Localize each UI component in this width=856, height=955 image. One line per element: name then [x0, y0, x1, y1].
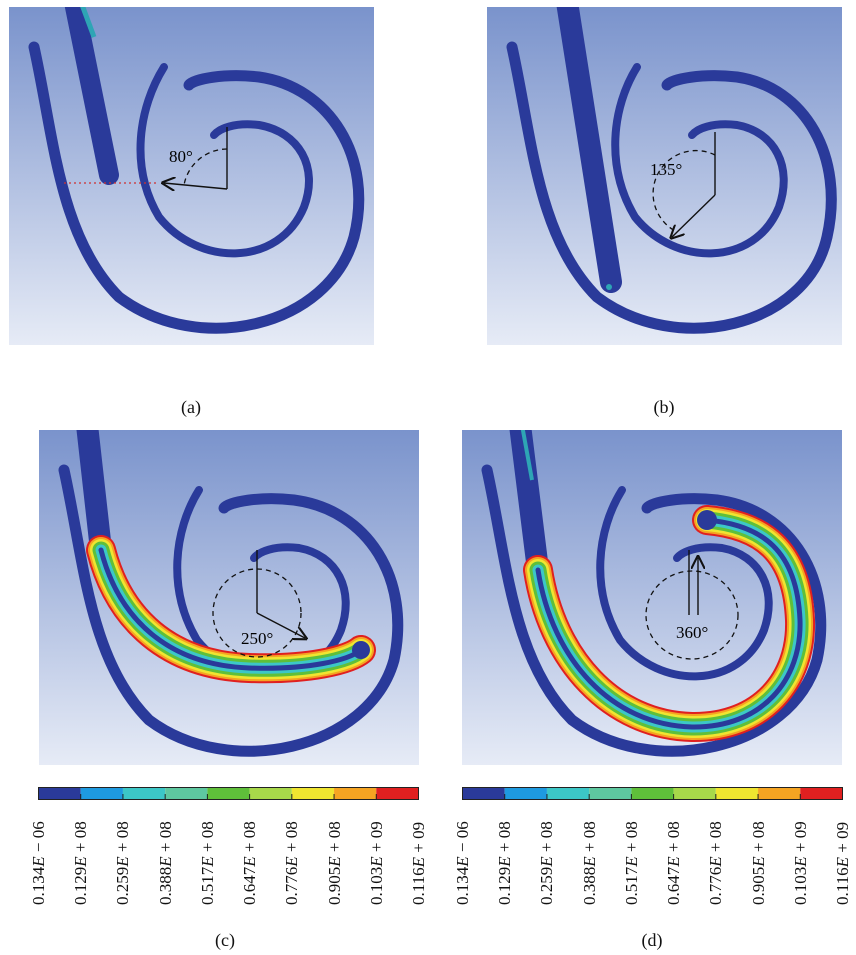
- colorbar-swatch: [631, 787, 674, 800]
- colorbar-swatch: [38, 787, 81, 800]
- colorbar-swatch: [715, 787, 759, 800]
- colorbar-swatch: [546, 787, 590, 800]
- colorbar-tick-label: 0.259E + 08: [537, 821, 557, 905]
- panel-d: 360°: [462, 430, 842, 765]
- colorbar-tick-label: 0.905E + 08: [324, 821, 344, 905]
- colorbar-tick-label: 0.776E + 08: [706, 821, 726, 905]
- colorbar-swatch: [122, 787, 166, 800]
- angle-label-c: 250°: [241, 629, 273, 648]
- panel-c: 250°: [39, 430, 419, 765]
- colorbar-tick-label: 0.129E + 08: [71, 821, 91, 905]
- colorbar-tick-label: 0.517E + 08: [621, 821, 641, 905]
- panel-a-figure: 80°: [9, 7, 374, 345]
- colorbar-tick-label: 0.134E − 06: [29, 821, 48, 905]
- colorbar-tick-label: 0.134E − 06: [453, 821, 472, 905]
- colorbar-tick-label: 0.905E + 08: [748, 821, 768, 905]
- colorbar-tick-label: 0.103E + 09: [790, 821, 810, 905]
- caption-a: (a): [181, 397, 201, 417]
- colorbar-swatch: [334, 787, 377, 800]
- colorbar-swatch: [207, 787, 250, 800]
- caption-d: (d): [641, 930, 663, 950]
- colorbar-c-swatches: [38, 787, 419, 800]
- colorbar-swatch: [80, 787, 123, 800]
- panel-b: 135°: [487, 7, 842, 345]
- colorbar-tick-label: 0.103E + 09: [366, 821, 386, 905]
- colorbar-swatch: [376, 787, 419, 800]
- colorbar-tick-label: 0.129E + 08: [495, 821, 515, 905]
- colorbar-tick-label: 0.259E + 08: [113, 821, 133, 905]
- colorbar-swatch: [249, 787, 292, 800]
- colorbar-d: [462, 787, 843, 800]
- colorbar-swatch: [800, 787, 843, 800]
- colorbar-c: [38, 787, 419, 800]
- angle-label-a: 80°: [169, 147, 193, 166]
- colorbar-tick-label: 0.647E + 08: [240, 821, 260, 905]
- panel-a: 80°: [9, 7, 374, 345]
- colorbar-d-swatches: [462, 787, 843, 800]
- colorbar-tick-label: 0.388E + 08: [155, 821, 175, 905]
- colorbar-swatch: [673, 787, 716, 800]
- colorbar-swatch: [291, 787, 335, 800]
- colorbar-swatch: [758, 787, 801, 800]
- colorbar-tick-label: 0.116E + 09: [833, 821, 852, 905]
- colorbar-tick-label: 0.116E + 09: [409, 821, 428, 905]
- colorbar-tick-label: 0.647E + 08: [664, 821, 684, 905]
- panel-d-figure: 360°: [462, 430, 842, 765]
- angle-label-d: 360°: [676, 623, 708, 642]
- panel-b-figure: 135°: [487, 7, 842, 345]
- panel-c-figure: 250°: [39, 430, 419, 765]
- angle-label-b: 135°: [650, 160, 682, 179]
- colorbar-tick-label: 0.517E + 08: [197, 821, 217, 905]
- colorbar-swatch: [165, 787, 208, 800]
- colorbar-tick-label: 0.776E + 08: [282, 821, 302, 905]
- caption-c: (c): [215, 930, 235, 950]
- colorbar-swatch: [504, 787, 547, 800]
- colorbar-swatch: [589, 787, 632, 800]
- colorbar-tick-label: 0.388E + 08: [579, 821, 599, 905]
- caption-b: (b): [653, 397, 675, 417]
- colorbar-swatch: [462, 787, 505, 800]
